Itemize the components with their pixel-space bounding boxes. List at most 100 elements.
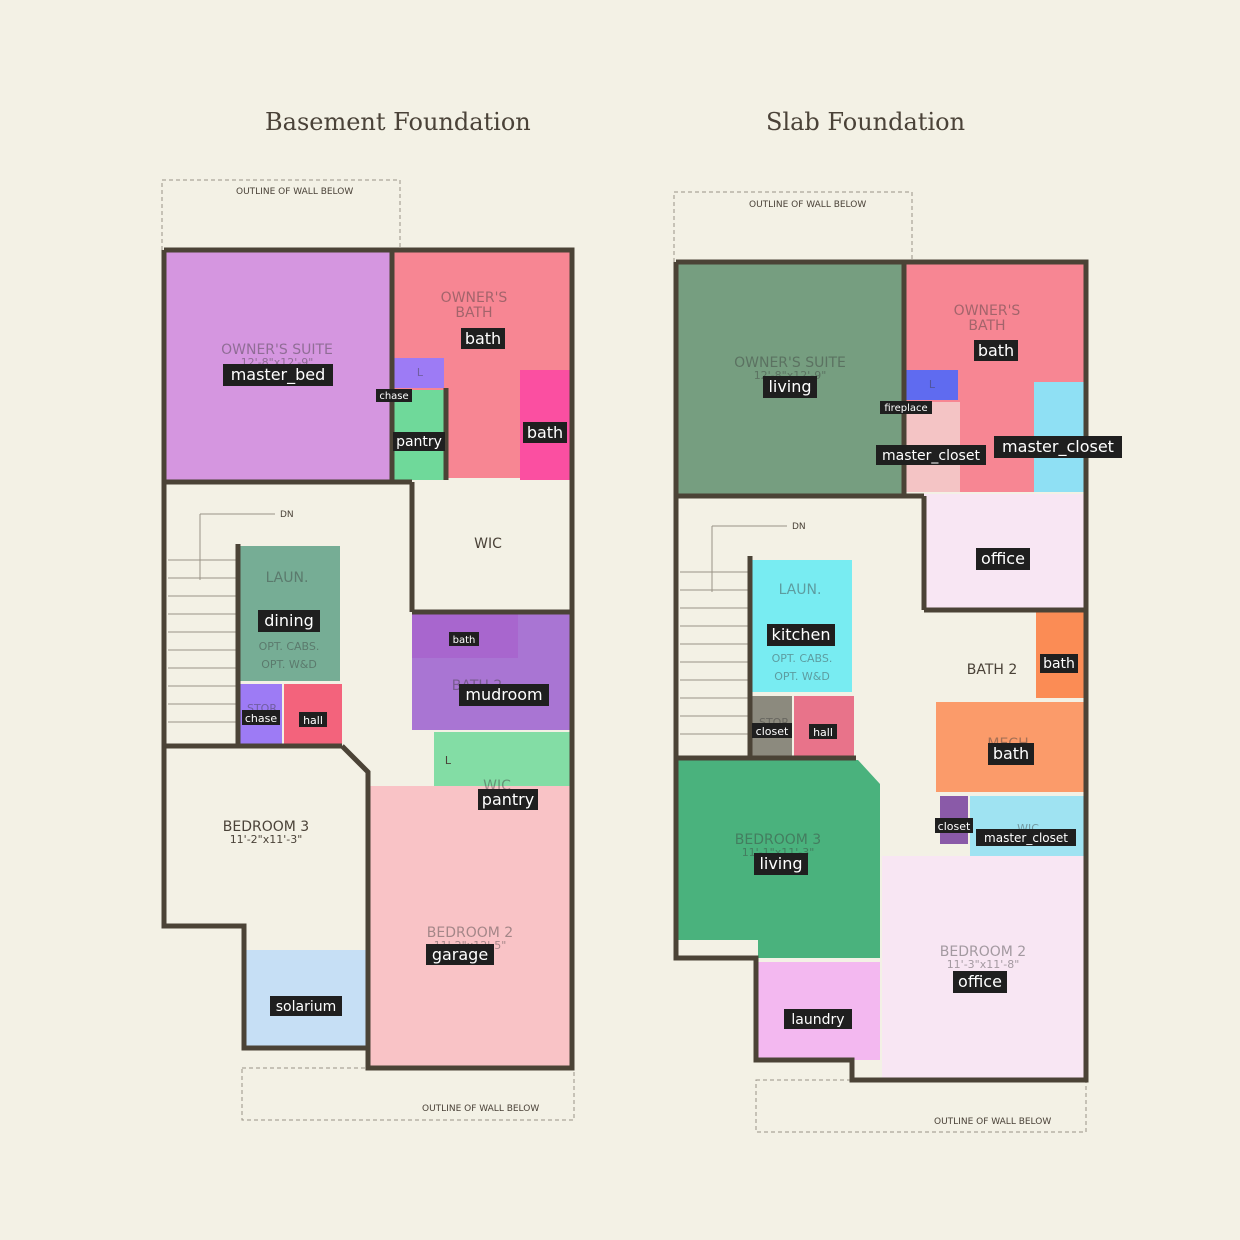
label-l-left: L — [417, 366, 424, 379]
tag-pantry-wic: pantry — [478, 789, 538, 810]
tag-closet-small: closet — [935, 818, 973, 833]
label-owners-bath-2-right: BATH — [968, 318, 1005, 334]
label-bedroom2-dim-right: 11'-3"x11'-8" — [947, 958, 1020, 971]
room-bedroom3 — [166, 748, 366, 924]
tag-dining: dining — [258, 610, 320, 632]
svg-text:dining: dining — [264, 611, 313, 630]
tag-master-closet-right: master_closet — [994, 436, 1122, 458]
svg-text:bath: bath — [1043, 656, 1075, 672]
label-bedroom3-right: BEDROOM 3 — [735, 832, 821, 848]
label-bedroom2: BEDROOM 2 — [427, 925, 513, 941]
tag-closet-stor: closet — [752, 723, 792, 738]
svg-text:kitchen: kitchen — [772, 625, 831, 644]
tag-office-top: office — [976, 548, 1030, 570]
svg-text:hall: hall — [303, 714, 323, 727]
tag-bath-mech: bath — [988, 743, 1034, 765]
tag-master-bed: master_bed — [223, 364, 333, 386]
label-bath2-right: BATH 2 — [967, 662, 1018, 678]
room-office-bed2[interactable] — [882, 856, 1084, 1078]
stairs-right — [680, 525, 787, 735]
svg-text:master_bed: master_bed — [231, 365, 326, 385]
label-l-right: L — [929, 378, 936, 391]
slab-floor-plan: OUTLINE OF WALL BELOW OUTLINE OF WALL BE… — [673, 191, 1122, 1133]
svg-text:garage: garage — [432, 945, 488, 964]
svg-text:chase: chase — [379, 391, 408, 402]
label-owners-bath-1-right: OWNER'S — [954, 303, 1021, 319]
tag-hall: hall — [299, 712, 327, 727]
tag-living-suite: living — [763, 376, 817, 398]
tag-bath-vanity: bath — [449, 632, 479, 646]
tag-mudroom: mudroom — [459, 684, 549, 706]
label-laun-right: LAUN. — [779, 582, 822, 598]
dn-note-right: DN — [792, 522, 806, 532]
tag-chase-top: chase — [376, 389, 412, 402]
tag-bath-owner-right: bath — [974, 340, 1018, 361]
room-mudroom[interactable] — [412, 614, 570, 730]
tag-bath-owner: bath — [461, 328, 505, 349]
svg-text:master_closet: master_closet — [984, 831, 1068, 845]
tag-kitchen: kitchen — [767, 624, 835, 646]
svg-text:master_closet: master_closet — [1002, 437, 1114, 457]
svg-text:chase: chase — [245, 712, 277, 725]
tag-fireplace: fireplace — [880, 401, 932, 414]
svg-text:laundry: laundry — [791, 1012, 844, 1028]
label-opt-wd-right: OPT. W&D — [774, 670, 830, 683]
room-wic-top — [412, 482, 570, 612]
label-owners-suite: OWNER'S SUITE — [221, 342, 333, 358]
label-owners-bath-1: OWNER'S — [441, 290, 508, 306]
svg-text:bath: bath — [978, 341, 1014, 360]
svg-text:closet: closet — [938, 820, 971, 833]
label-opt-cabs-right: OPT. CABS. — [772, 652, 833, 665]
label-l-left-2: L — [445, 754, 452, 767]
room-chase-top[interactable] — [394, 358, 444, 388]
svg-text:living: living — [768, 377, 811, 396]
tag-chase-bottom: chase — [242, 710, 280, 725]
svg-text:office: office — [958, 972, 1002, 991]
svg-text:bath: bath — [993, 744, 1029, 763]
room-fireplace[interactable] — [906, 370, 958, 400]
svg-text:office: office — [981, 549, 1025, 568]
tag-laundry: laundry — [784, 1009, 852, 1029]
svg-text:pantry: pantry — [482, 790, 534, 809]
walls-left — [161, 247, 575, 1071]
label-owners-suite-right: OWNER'S SUITE — [734, 355, 846, 371]
tag-garage: garage — [426, 944, 494, 965]
svg-text:hall: hall — [813, 726, 833, 739]
svg-text:living: living — [759, 854, 802, 873]
outline-note-top-right: OUTLINE OF WALL BELOW — [749, 200, 866, 210]
basement-floor-plan: OUTLINE OF WALL BELOW OUTLINE OF WALL BE… — [161, 179, 575, 1121]
svg-text:bath: bath — [527, 423, 563, 442]
svg-text:solarium: solarium — [276, 999, 336, 1015]
tag-bath-small-right: bath — [1040, 654, 1078, 673]
label-opt-wd: OPT. W&D — [261, 658, 317, 671]
outline-wall-below-bottom — [241, 1067, 575, 1121]
tag-bath-small: bath — [523, 422, 567, 443]
svg-text:mudroom: mudroom — [465, 685, 542, 704]
label-wic-top: WIC — [474, 536, 502, 552]
slab-foundation-title: Slab Foundation — [766, 108, 966, 136]
svg-text:master_closet: master_closet — [882, 448, 980, 464]
svg-text:bath: bath — [453, 635, 476, 646]
basement-foundation-title: Basement Foundation — [265, 108, 531, 136]
label-owners-bath-2: BATH — [455, 305, 492, 321]
dn-note-left: DN — [280, 510, 294, 520]
label-opt-cabs: OPT. CABS. — [259, 640, 320, 653]
room-garage[interactable] — [370, 786, 570, 1066]
svg-text:closet: closet — [756, 725, 789, 738]
svg-text:bath: bath — [465, 329, 501, 348]
outline-note-top: OUTLINE OF WALL BELOW — [236, 187, 353, 197]
tag-hall-right: hall — [809, 724, 837, 739]
label-bedroom3: BEDROOM 3 — [223, 819, 309, 835]
svg-text:pantry: pantry — [396, 434, 442, 450]
stairs-left — [168, 513, 275, 723]
outline-note-bottom-right: OUTLINE OF WALL BELOW — [934, 1117, 1051, 1127]
tag-master-closet-left: master_closet — [876, 445, 986, 465]
tag-pantry-top: pantry — [393, 432, 445, 451]
label-laun: LAUN. — [266, 570, 309, 586]
tag-master-closet-wic: master_closet — [976, 829, 1076, 846]
tag-living-bed3: living — [754, 853, 808, 875]
tag-solarium: solarium — [270, 996, 342, 1016]
label-bedroom2-right: BEDROOM 2 — [940, 944, 1026, 960]
svg-text:fireplace: fireplace — [884, 403, 927, 414]
